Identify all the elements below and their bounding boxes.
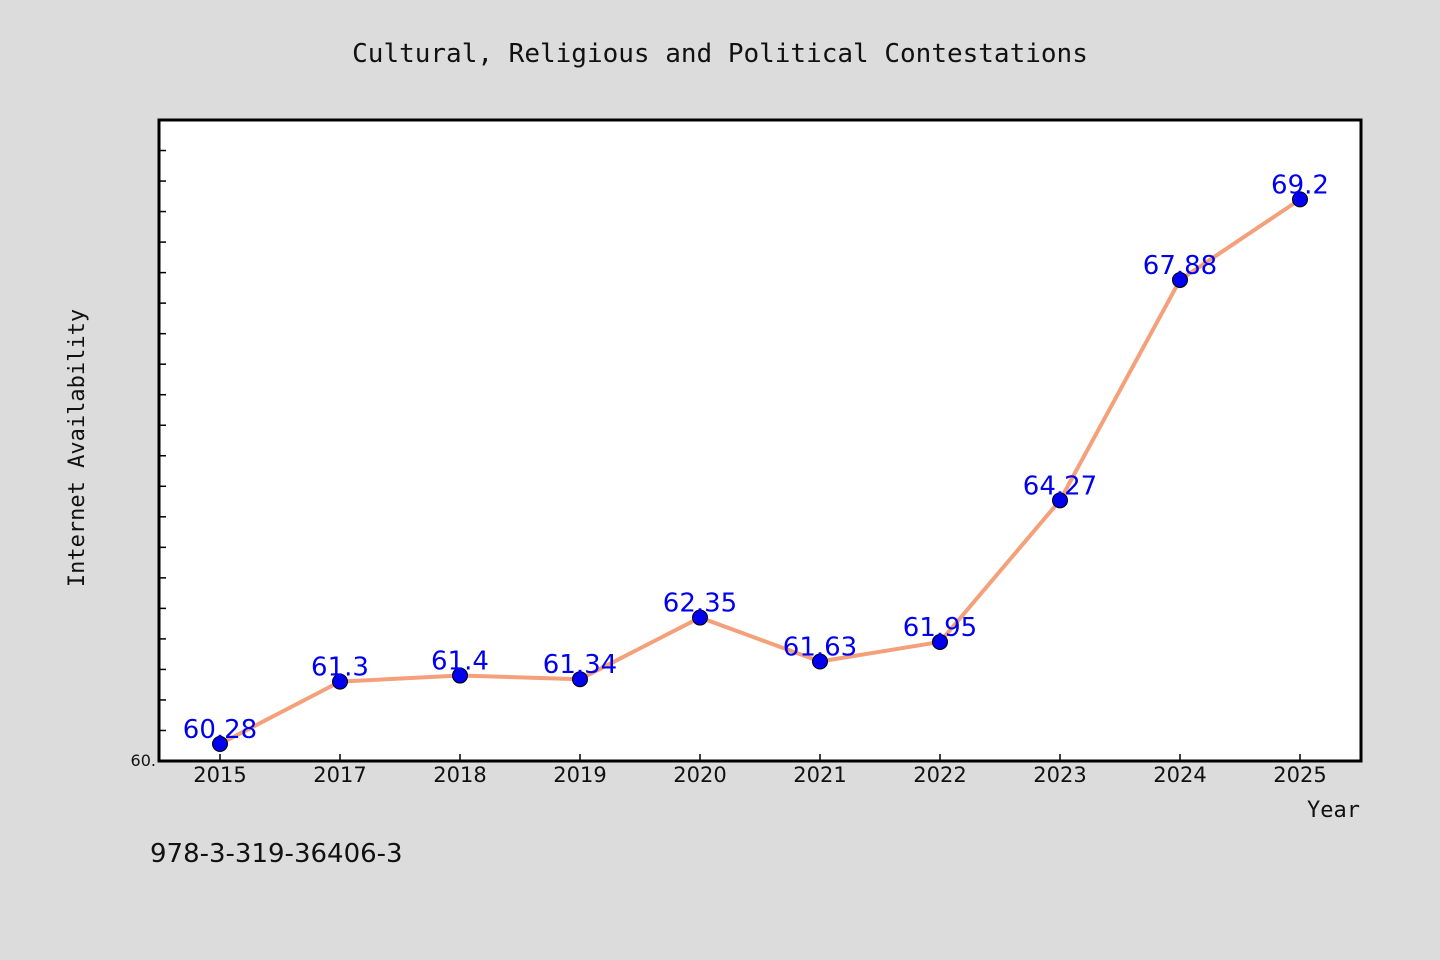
data-point bbox=[572, 671, 588, 688]
data-label: 61.4 bbox=[431, 647, 489, 677]
data-label: 62.35 bbox=[663, 589, 737, 619]
y-min-label: 60. bbox=[131, 751, 156, 770]
plot-area bbox=[159, 120, 1361, 761]
data-label: 60.28 bbox=[183, 715, 257, 745]
data-point bbox=[932, 633, 948, 650]
data-label: 61.95 bbox=[903, 613, 977, 643]
data-labels: 60.28 61.3 61.4 61.34 62.35 61.63 61.95 64.27 67… bbox=[183, 170, 1329, 745]
data-point bbox=[812, 653, 828, 670]
x-tick-label: 2022 bbox=[913, 763, 966, 787]
x-axis-label: Year bbox=[1307, 798, 1360, 823]
data-label: 61.3 bbox=[311, 653, 369, 683]
data-label: 69.2 bbox=[1271, 170, 1329, 200]
x-tick-label: 2017 bbox=[313, 763, 366, 787]
x-tick-label: 2025 bbox=[1273, 763, 1326, 787]
x-tick-label: 2018 bbox=[433, 763, 486, 787]
x-tick-label: 2015 bbox=[193, 763, 246, 787]
data-point bbox=[1292, 191, 1308, 208]
data-label: 61.63 bbox=[783, 632, 857, 662]
data-point bbox=[1172, 271, 1188, 288]
series-line-group bbox=[219, 197, 1302, 746]
x-tick-label: 2024 bbox=[1153, 763, 1206, 787]
data-points bbox=[212, 191, 1308, 752]
data-point bbox=[452, 667, 468, 684]
x-tick-label: 2019 bbox=[553, 763, 606, 787]
data-point bbox=[212, 735, 228, 752]
data-point bbox=[332, 673, 348, 690]
data-point bbox=[1052, 492, 1068, 509]
data-label: 61.34 bbox=[543, 650, 617, 680]
plot-frame bbox=[157, 118, 1363, 763]
series-line bbox=[219, 197, 1302, 746]
data-label: 67.88 bbox=[1143, 251, 1217, 281]
data-label: 64.27 bbox=[1023, 471, 1097, 501]
x-tick-label: 2020 bbox=[673, 763, 726, 787]
x-tick-label: 2021 bbox=[793, 763, 846, 787]
chart-title: Cultural, Religious and Political Contes… bbox=[352, 39, 1088, 69]
x-tick-label: 2023 bbox=[1033, 763, 1086, 787]
x-axis-tick-labels: 2015 2017 2018 2019 2020 2021 2022 2023 2024 2025 bbox=[193, 754, 1327, 787]
y-axis-label: Internet Availability bbox=[65, 309, 90, 587]
data-point bbox=[692, 609, 708, 626]
isbn-text: 978-3-319-36406-3 bbox=[150, 839, 403, 869]
